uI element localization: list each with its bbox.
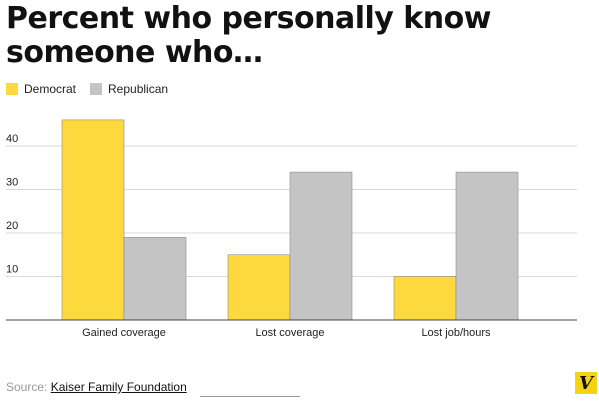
x-tick-label-lost-job-hours: Lost job/hours (421, 327, 491, 339)
bar-democrat-gained-coverage (61, 119, 125, 321)
bar-democrat-lost-job-hours (393, 276, 457, 321)
bar-republican-lost-job-hours (455, 171, 519, 321)
source-line: Source: Kaiser Family Foundation (6, 380, 187, 394)
bar-republican-gained-coverage (123, 237, 187, 321)
legend-item-republican: Republican (90, 82, 168, 96)
legend-label-republican: Republican (108, 82, 169, 96)
bar-chart: 10 20 30 40 Gained coverage Lost coverage Lost… (6, 119, 577, 339)
y-tick-label-20: 20 (6, 220, 18, 232)
chart-title: Percent who personally know someone who… (6, 1, 491, 70)
bar-democrat-lost-coverage (227, 254, 291, 321)
legend-swatch-republican (90, 83, 103, 95)
legend: Democrat Republican (6, 81, 182, 97)
source-prefix: Source: (6, 380, 48, 394)
x-tick-label-gained-coverage: Gained coverage (82, 327, 166, 339)
y-tick-label-30: 30 (6, 177, 18, 189)
x-tick-label-lost-coverage: Lost coverage (255, 327, 324, 339)
logo-letter: V (579, 372, 593, 394)
bar-republican-lost-coverage (289, 171, 353, 321)
source-link[interactable]: Kaiser Family Foundation (50, 380, 187, 394)
y-tick-label-40: 40 (6, 133, 18, 145)
y-tick-label-10: 10 (6, 264, 18, 276)
legend-item-democrat: Democrat (6, 82, 76, 96)
vox-logo-icon: V (575, 372, 597, 394)
legend-label-democrat: Democrat (24, 82, 77, 96)
source-rule (200, 396, 300, 397)
legend-swatch-democrat (6, 83, 18, 95)
